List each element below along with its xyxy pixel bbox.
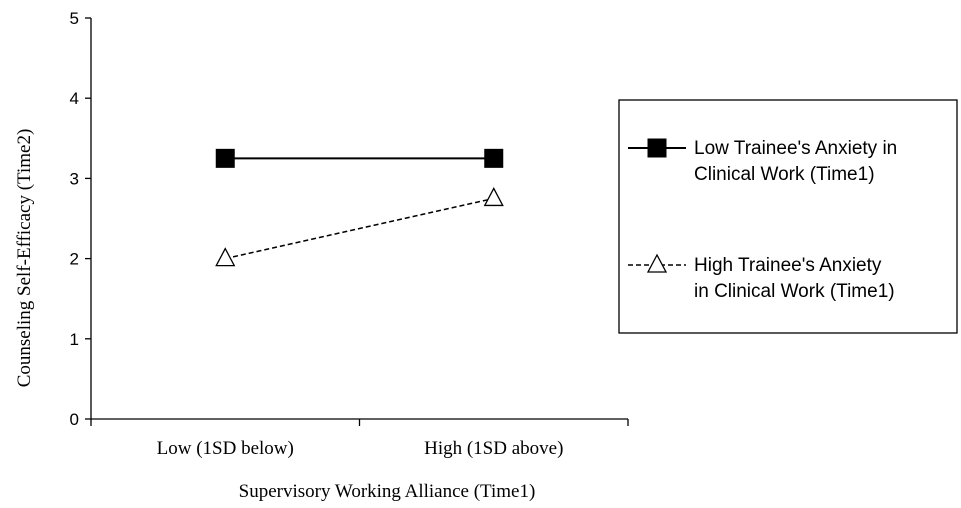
x-category-label: High (1SD above)	[424, 438, 563, 459]
legend-marker	[647, 138, 667, 158]
y-tick-label: 3	[70, 169, 79, 188]
legend-marker	[646, 253, 668, 273]
x-category-label: Low (1SD below)	[157, 438, 294, 459]
y-tick-label: 2	[70, 250, 79, 269]
legend-label: in Clinical Work (Time1)	[694, 281, 895, 302]
series-1	[215, 148, 504, 168]
data-point	[215, 148, 235, 168]
y-tick-label: 5	[70, 9, 79, 28]
data-point	[215, 247, 236, 267]
legend-label: Clinical Work (Time1)	[694, 164, 875, 185]
x-ticks: Low (1SD below) High (1SD above)	[90, 419, 629, 459]
legend-item: Low Trainee's Anxiety in Clinical Work (T…	[628, 138, 897, 185]
y-tick-label: 1	[70, 330, 79, 349]
legend-label: Low Trainee's Anxiety in	[694, 138, 897, 159]
legend-box	[618, 99, 958, 334]
legend: Low Trainee's Anxiety in Clinical Work (T…	[618, 99, 958, 334]
series-layer	[215, 148, 504, 267]
series-2	[215, 187, 504, 267]
x-axis-title: Supervisory Working Alliance (Time1)	[239, 481, 536, 502]
y-axis-title: Counseling Self-Efficacy (Time2)	[14, 129, 35, 388]
axes: 0 1 2 3 4 5 Low (1SD below) High (1SD above)	[70, 9, 629, 459]
y-tick-label: 0	[70, 410, 79, 429]
legend-label: High Trainee's Anxiety	[694, 255, 882, 276]
data-point	[483, 187, 504, 207]
series-line	[225, 197, 494, 260]
y-ticks: 0 1 2 3 4 5	[70, 9, 91, 429]
legend-item: High Trainee's Anxiety in Clinical Work (…	[628, 253, 895, 302]
y-tick-label: 4	[70, 89, 79, 108]
data-point	[484, 148, 504, 168]
